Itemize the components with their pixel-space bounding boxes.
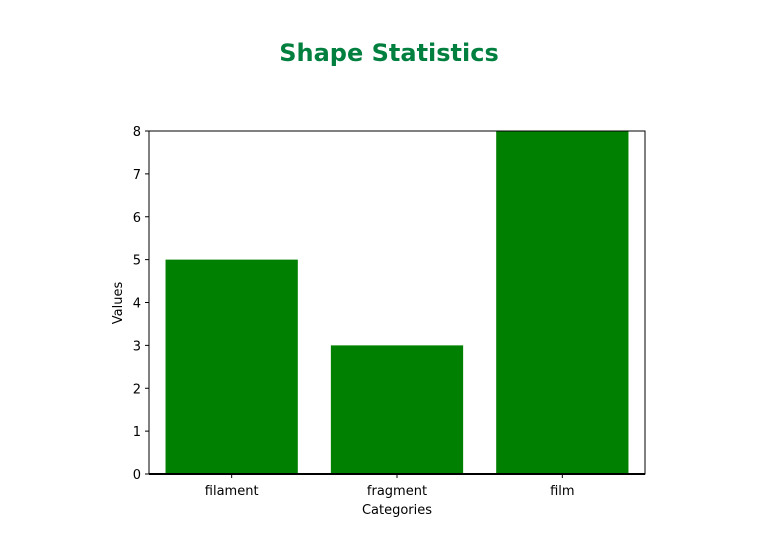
- y-tick-label-5: 5: [133, 254, 141, 269]
- y-axis-ticks: 0 1 2 3 4 5 6 7 8: [133, 125, 149, 483]
- y-tick-label-1: 1: [133, 425, 141, 440]
- x-tick-label-filament: filament: [205, 484, 259, 499]
- x-tick-label-fragment: fragment: [367, 484, 427, 499]
- x-tick-label-film: film: [550, 484, 574, 499]
- y-tick-label-7: 7: [133, 168, 141, 183]
- bar-filament: [165, 259, 298, 474]
- x-axis-ticks: filament fragment film: [205, 474, 575, 499]
- y-tick-label-3: 3: [133, 339, 141, 354]
- y-axis-label: Values: [111, 282, 126, 325]
- y-tick-label-4: 4: [133, 297, 141, 312]
- y-tick-label-6: 6: [133, 211, 141, 226]
- y-tick-label-0: 0: [133, 468, 141, 483]
- bars: [165, 131, 629, 474]
- chart-title: Shape Statistics: [279, 39, 499, 67]
- x-axis-label: Categories: [362, 503, 432, 518]
- y-tick-label-8: 8: [133, 125, 141, 140]
- bar-film: [496, 131, 629, 474]
- y-tick-label-2: 2: [133, 382, 141, 397]
- bar-fragment: [330, 345, 464, 474]
